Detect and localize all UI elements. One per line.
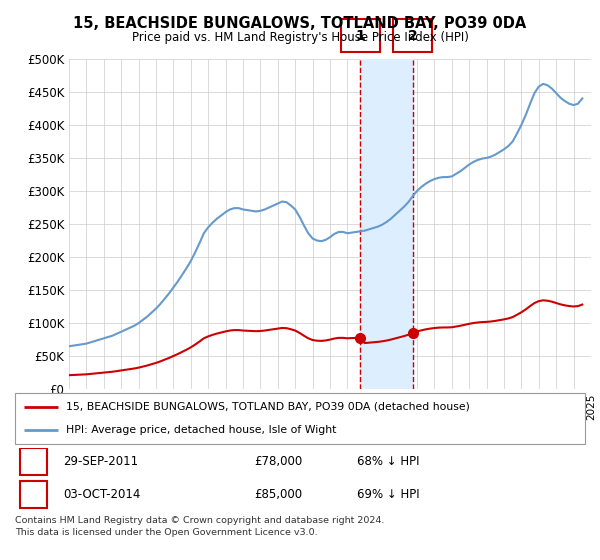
FancyBboxPatch shape xyxy=(15,393,585,444)
Text: 1: 1 xyxy=(356,29,365,43)
Text: 15, BEACHSIDE BUNGALOWS, TOTLAND BAY, PO39 0DA: 15, BEACHSIDE BUNGALOWS, TOTLAND BAY, PO… xyxy=(73,16,527,31)
Bar xyxy=(361,59,413,389)
Text: 69% ↓ HPI: 69% ↓ HPI xyxy=(357,488,419,501)
FancyBboxPatch shape xyxy=(341,19,380,52)
FancyBboxPatch shape xyxy=(20,480,47,508)
Text: 68% ↓ HPI: 68% ↓ HPI xyxy=(357,455,419,468)
Text: 15, BEACHSIDE BUNGALOWS, TOTLAND BAY, PO39 0DA (detached house): 15, BEACHSIDE BUNGALOWS, TOTLAND BAY, PO… xyxy=(66,402,470,412)
FancyBboxPatch shape xyxy=(393,19,433,52)
Text: 2: 2 xyxy=(408,29,418,43)
FancyBboxPatch shape xyxy=(20,448,47,475)
Text: 03-OCT-2014: 03-OCT-2014 xyxy=(64,488,141,501)
Text: HPI: Average price, detached house, Isle of Wight: HPI: Average price, detached house, Isle… xyxy=(66,425,337,435)
Text: £85,000: £85,000 xyxy=(254,488,302,501)
Text: 1: 1 xyxy=(29,455,38,468)
Text: 2: 2 xyxy=(29,488,38,501)
Text: 29-SEP-2011: 29-SEP-2011 xyxy=(64,455,139,468)
Text: Price paid vs. HM Land Registry's House Price Index (HPI): Price paid vs. HM Land Registry's House … xyxy=(131,31,469,44)
Text: £78,000: £78,000 xyxy=(254,455,302,468)
Text: Contains HM Land Registry data © Crown copyright and database right 2024.
This d: Contains HM Land Registry data © Crown c… xyxy=(15,516,385,537)
